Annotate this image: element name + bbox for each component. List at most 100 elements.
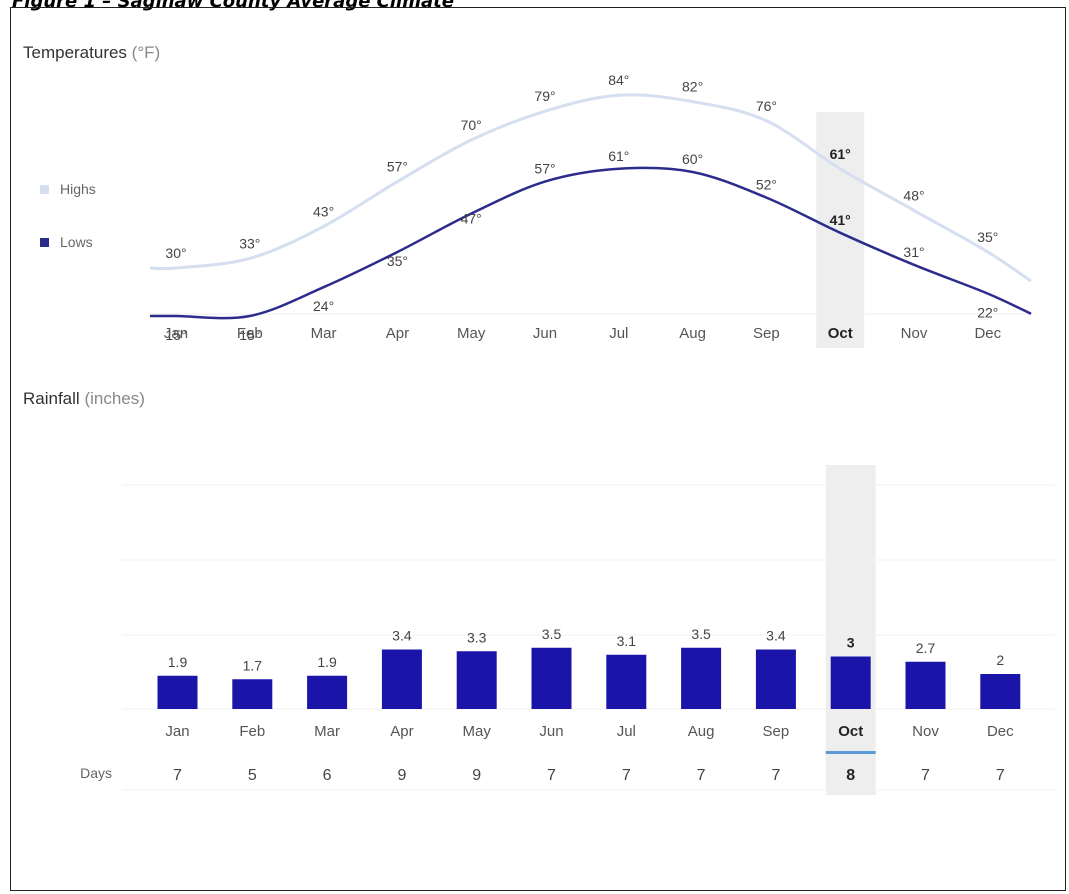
low-value-label: 60° (682, 151, 703, 167)
rain-days-value: 7 (771, 767, 780, 784)
rainfall-bar (307, 675, 348, 709)
temp-month-tick: Jun (533, 325, 557, 342)
temperature-title: Temperatures (°F) (23, 43, 160, 62)
high-value-label: 43° (313, 203, 334, 219)
temp-month-tick: Nov (901, 325, 928, 342)
high-value-label: 70° (461, 117, 482, 133)
rain-month-tick: May (463, 723, 492, 740)
rain-days-value: 9 (397, 767, 406, 784)
high-value-label: 76° (756, 98, 777, 114)
rainfall-bar (456, 651, 497, 709)
rain-month-tick: Sep (763, 723, 790, 740)
low-value-label: 24° (313, 298, 334, 314)
legend-lows-label: Lows (60, 234, 93, 250)
highs-line (149, 93, 1032, 283)
rain-month-tick: Jan (165, 723, 189, 740)
rain-month-tick: Dec (987, 723, 1014, 740)
rainfall-value-label: 3.5 (691, 626, 711, 642)
rain-month-tick: Aug (688, 723, 715, 740)
rain-highlight-band (825, 465, 876, 795)
rainfall-value-label: 3.4 (392, 628, 412, 644)
high-value-label: 35° (977, 229, 998, 245)
rainfall-value-label: 2.7 (916, 640, 936, 656)
highlight-underline (825, 751, 876, 754)
rainfall-value-label: 3.5 (542, 626, 562, 642)
low-value-label: 35° (387, 253, 408, 269)
rainfall-bar (681, 647, 722, 709)
low-value-label: 15° (239, 327, 260, 343)
rainfall-bar (531, 647, 572, 709)
temperature-chart: 30° 33° 43° 57° 70° 79° 84° 82° 76° 61° 48° 35° 15° 1… (40, 72, 1032, 348)
high-value-label: 57° (387, 159, 408, 175)
temp-month-tick: May (457, 325, 486, 342)
low-value-label: 52° (756, 177, 777, 193)
rain-days-value: 7 (921, 767, 930, 784)
rainfall-chart: 1.9 Jan 7 1.7 Feb 5 1.9 Mar 6 3.4 Apr 9 3.3 May 9 3.5 Ju… (80, 465, 1055, 795)
rain-month-tick: Nov (912, 723, 939, 740)
rainfall-value-label: 1.9 (168, 654, 188, 670)
rainfall-title: Rainfall (inches) (23, 389, 145, 408)
rainfall-bar (980, 674, 1021, 709)
rainfall-value-label: 2 (996, 652, 1004, 668)
rainfall-bar (157, 675, 198, 709)
rain-days-value: 7 (697, 767, 706, 784)
legend-highs-swatch (40, 185, 49, 194)
rainfall-bar (830, 656, 871, 709)
rain-month-tick: Oct (838, 723, 863, 740)
temp-month-tick: Jan (164, 325, 188, 342)
rain-month-tick: Jun (539, 723, 563, 740)
temp-month-tick: Jul (609, 325, 628, 342)
rainfall-value-label: 3.3 (467, 629, 487, 645)
rain-days-value: 8 (846, 767, 855, 784)
rainfall-bar (232, 679, 273, 709)
rain-days-value: 6 (323, 767, 332, 784)
high-value-label: 82° (682, 79, 703, 95)
rain-days-value: 7 (547, 767, 556, 784)
temp-month-tick: Mar (311, 325, 337, 342)
low-value-label: 22° (977, 305, 998, 321)
rain-days-value: 7 (996, 767, 1005, 784)
high-value-label: 33° (239, 235, 260, 251)
legend-highs-label: Highs (60, 181, 96, 197)
rain-days-value: 7 (173, 767, 182, 784)
temp-month-tick: Aug (679, 325, 706, 342)
days-label: Days (80, 765, 112, 781)
temp-highlight-band (816, 112, 865, 348)
legend-lows-swatch (40, 238, 49, 247)
temp-month-tick: Apr (386, 325, 409, 342)
rain-month-tick: Feb (239, 723, 265, 740)
rain-days-value: 7 (622, 767, 631, 784)
rain-days-value: 5 (248, 767, 257, 784)
lows-line (149, 166, 1032, 320)
rainfall-value-label: 1.9 (317, 654, 337, 670)
rainfall-bar (905, 661, 946, 709)
chart-frame (10, 7, 1066, 891)
low-value-label: 47° (461, 211, 482, 227)
high-value-label: 84° (608, 72, 629, 88)
figure-caption: Figure 1 – Saginaw County Average Climat… (12, 0, 454, 12)
high-value-label: 30° (165, 245, 186, 261)
high-value-label: 48° (903, 187, 924, 203)
rainfall-bar (381, 649, 422, 709)
rainfall-bar (606, 654, 647, 709)
low-value-label: 31° (903, 244, 924, 260)
low-value-label: 57° (534, 161, 555, 177)
rainfall-bar (755, 649, 796, 709)
rain-month-tick: Jul (617, 723, 636, 740)
rain-month-tick: Mar (314, 723, 340, 740)
rainfall-value-label: 3 (847, 635, 855, 651)
temp-month-tick: Oct (828, 325, 853, 342)
high-value-label: 79° (534, 88, 555, 104)
rainfall-value-label: 3.1 (617, 633, 637, 649)
rainfall-value-label: 3.4 (766, 628, 786, 644)
high-value-label: 61° (830, 146, 851, 162)
low-value-label: 61° (608, 148, 629, 164)
temp-month-tick: Dec (974, 325, 1001, 342)
rainfall-value-label: 1.7 (243, 657, 263, 673)
low-value-label: 41° (830, 212, 851, 228)
low-value-label: 15° (165, 327, 186, 343)
temp-month-tick: Sep (753, 325, 780, 342)
rain-month-tick: Apr (390, 723, 413, 740)
temp-month-tick: Feb (237, 325, 263, 342)
